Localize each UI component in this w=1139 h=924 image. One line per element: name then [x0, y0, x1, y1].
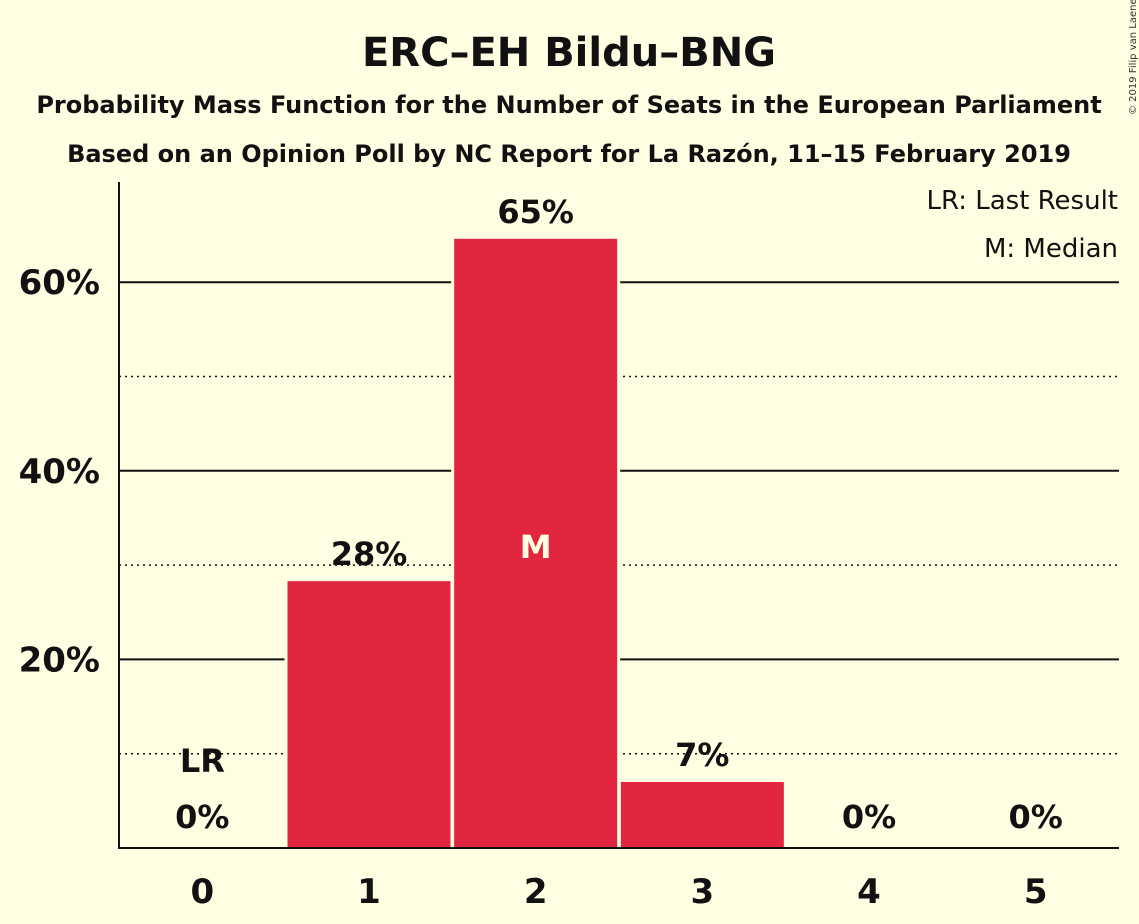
- x-tick-label-2: 2: [524, 872, 548, 912]
- x-tick-label-0: 0: [190, 872, 214, 912]
- x-tick-label-5: 5: [1024, 872, 1048, 912]
- bar-value-label-4: 0%: [842, 798, 896, 836]
- last-result-marker: LR: [180, 742, 225, 780]
- chart-title: ERC–EH Bildu–BNG: [362, 30, 776, 76]
- bars: [284, 235, 787, 848]
- chart-subtitle-line1: Probability Mass Function for the Number…: [36, 91, 1101, 119]
- legend: LR: Last Result M: Median: [926, 186, 1118, 264]
- legend-entry-last-result: LR: Last Result: [926, 186, 1118, 216]
- median-marker: M: [520, 528, 552, 566]
- bar-value-label-1: 28%: [331, 535, 408, 573]
- chart-subtitle-line2: Based on an Opinion Poll by NC Report fo…: [67, 140, 1071, 168]
- x-tick-label-1: 1: [357, 872, 381, 912]
- bar-labels: 0% LR 28% 65% M 7% 0% 0%: [175, 193, 1063, 836]
- bar-1: [287, 581, 451, 848]
- bar-value-label-3: 7%: [675, 736, 729, 774]
- bar-2: [454, 238, 618, 848]
- x-tick-label-4: 4: [857, 872, 881, 912]
- x-tick-labels: 0 1 2 3 4 5: [190, 872, 1047, 912]
- bar-3: [620, 781, 784, 848]
- bar-value-label-2: 65%: [497, 193, 574, 231]
- legend-entry-median: M: Median: [984, 234, 1118, 264]
- bar-value-label-5: 0%: [1009, 798, 1063, 836]
- x-tick-label-3: 3: [690, 872, 714, 912]
- y-tick-label: 60%: [19, 263, 100, 303]
- y-tick-label: 40%: [19, 452, 100, 492]
- bar-value-label-0: 0%: [175, 798, 229, 836]
- copyright-text: © 2019 Filip van Laenen: [1128, 0, 1139, 115]
- y-tick-labels: 20% 40% 60%: [19, 263, 100, 680]
- y-tick-label: 20%: [19, 640, 100, 680]
